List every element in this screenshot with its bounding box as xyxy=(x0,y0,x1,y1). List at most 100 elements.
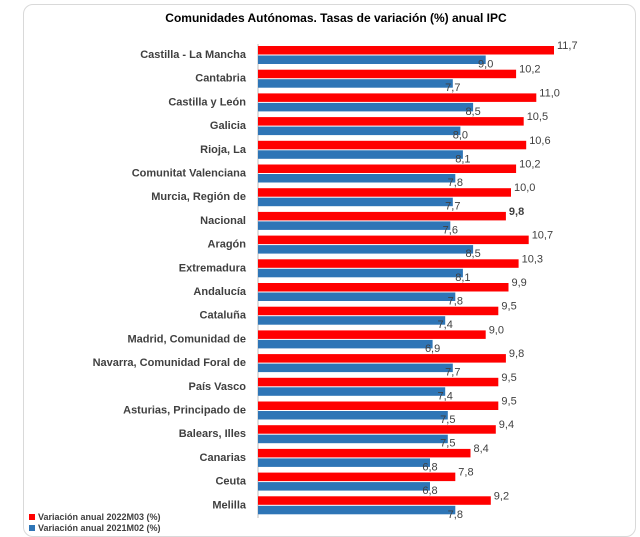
data-label: 6,8 xyxy=(422,485,437,497)
bar-2022m03 xyxy=(258,448,471,458)
legend: Variación anual 2022M03 (%)Variación anu… xyxy=(29,512,161,533)
bar-2022m03 xyxy=(258,472,456,482)
data-label: 10,5 xyxy=(527,111,548,123)
bar-2021m02 xyxy=(258,339,433,349)
bar-2021m02 xyxy=(258,505,456,515)
data-label: 9,4 xyxy=(499,419,514,431)
data-label: 8,5 xyxy=(465,106,480,118)
bar-2021m02 xyxy=(258,316,446,325)
bar-2021m02 xyxy=(258,174,456,183)
category-label: Canarias xyxy=(200,452,246,464)
data-label: 9,8 xyxy=(509,348,524,360)
data-label: 10,3 xyxy=(522,253,543,265)
bar-2022m03 xyxy=(258,164,517,173)
data-label: 7,8 xyxy=(448,509,463,521)
data-label: 10,0 xyxy=(514,182,535,194)
bar-2022m03 xyxy=(258,283,509,292)
bar-2022m03 xyxy=(258,188,511,197)
bar-2021m02 xyxy=(258,55,486,64)
data-label: 10,6 xyxy=(529,135,550,147)
bar-2022m03 xyxy=(258,306,499,316)
data-label: 8,0 xyxy=(453,130,468,142)
category-label: Comunitat Valenciana xyxy=(132,168,247,180)
data-label: 8,4 xyxy=(474,443,489,455)
bar-2022m03 xyxy=(258,140,527,150)
bar-2021m02 xyxy=(258,482,430,491)
bar-2021m02 xyxy=(258,292,456,301)
data-label: 7,7 xyxy=(445,367,460,379)
legend-swatch-2022m03 xyxy=(29,514,35,520)
bar-2022m03 xyxy=(258,93,537,102)
category-label: Aragón xyxy=(208,239,247,251)
bar-2021m02 xyxy=(258,434,448,444)
category-label: Navarra, Comunidad Foral de xyxy=(93,357,246,369)
bar-2021m02 xyxy=(258,221,451,230)
category-label: Nacional xyxy=(200,215,246,227)
category-label: Andalucía xyxy=(193,286,246,298)
category-label: Melilla xyxy=(212,499,247,511)
data-label: 8,1 xyxy=(455,272,470,284)
data-label: 7,8 xyxy=(448,296,463,308)
legend-label-2022m03: Variación anual 2022M03 (%) xyxy=(38,512,161,522)
data-label: 7,8 xyxy=(458,467,473,479)
bar-2022m03 xyxy=(258,496,491,505)
category-label: Castilla y León xyxy=(168,96,246,108)
bar-2022m03 xyxy=(258,377,499,387)
bar-2021m02 xyxy=(258,458,430,467)
data-label: 9,2 xyxy=(494,490,509,502)
data-label: 7,5 xyxy=(440,414,455,426)
bar-2022m03 xyxy=(258,211,506,221)
category-label: Galicia xyxy=(210,120,247,132)
bar-2022m03 xyxy=(258,117,524,126)
category-label: Balears, Illes xyxy=(179,428,246,440)
chart-title: Comunidades Autónomas. Tasas de variació… xyxy=(165,11,507,25)
data-label: 9,5 xyxy=(501,301,516,313)
bar-2022m03 xyxy=(258,401,499,410)
category-label: Cataluña xyxy=(200,310,247,322)
bar-2022m03 xyxy=(258,69,517,79)
data-label: 7,4 xyxy=(438,319,453,331)
data-label: 8,1 xyxy=(455,153,470,165)
legend-swatch-2021m02 xyxy=(29,525,35,531)
bar-2022m03 xyxy=(258,235,529,245)
data-label: 7,5 xyxy=(440,438,455,450)
bar-2021m02 xyxy=(258,150,463,159)
bar-2021m02 xyxy=(258,79,453,88)
legend-label-2021m02: Variación anual 2021M02 (%) xyxy=(38,523,161,533)
bar-2022m03 xyxy=(258,354,506,363)
data-label: 10,2 xyxy=(519,159,540,171)
category-label: Murcia, Región de xyxy=(151,191,246,203)
data-label: 7,6 xyxy=(443,224,458,236)
bar-2021m02 xyxy=(258,268,463,278)
data-label: 8,5 xyxy=(465,248,480,260)
category-label: Cantabria xyxy=(195,73,247,85)
category-label: Castilla - La Mancha xyxy=(140,49,247,61)
data-label: 9,8 xyxy=(509,206,524,218)
bar-2021m02 xyxy=(258,126,461,136)
bar-2021m02 xyxy=(258,387,446,396)
bar-2022m03 xyxy=(258,425,496,434)
data-label: 7,8 xyxy=(448,177,463,189)
data-label: 9,0 xyxy=(478,59,493,71)
bar-2021m02 xyxy=(258,102,474,112)
category-label: Extremadura xyxy=(179,262,247,274)
data-label: 9,5 xyxy=(501,396,516,408)
data-label: 10,2 xyxy=(519,64,540,76)
category-label: País Vasco xyxy=(189,381,247,393)
bars-group: Castilla - La Mancha 11,7 9,0 Cantabria 10,2… xyxy=(93,40,578,521)
bar-2021m02 xyxy=(258,363,453,373)
data-label: 7,7 xyxy=(445,82,460,94)
category-label: Ceuta xyxy=(215,476,246,488)
data-label: 9,9 xyxy=(512,277,527,289)
data-label: 6,9 xyxy=(425,343,440,355)
data-label: 7,4 xyxy=(438,390,453,402)
bar-2021m02 xyxy=(258,197,453,207)
data-label: 11,7 xyxy=(557,40,578,52)
data-label: 9,5 xyxy=(501,372,516,384)
category-label: Rioja, La xyxy=(200,144,247,156)
data-label: 9,0 xyxy=(489,324,504,336)
data-label: 7,7 xyxy=(445,201,460,213)
category-label: Madrid, Comunidad de xyxy=(127,333,246,345)
category-label: Asturias, Principado de xyxy=(123,405,246,417)
